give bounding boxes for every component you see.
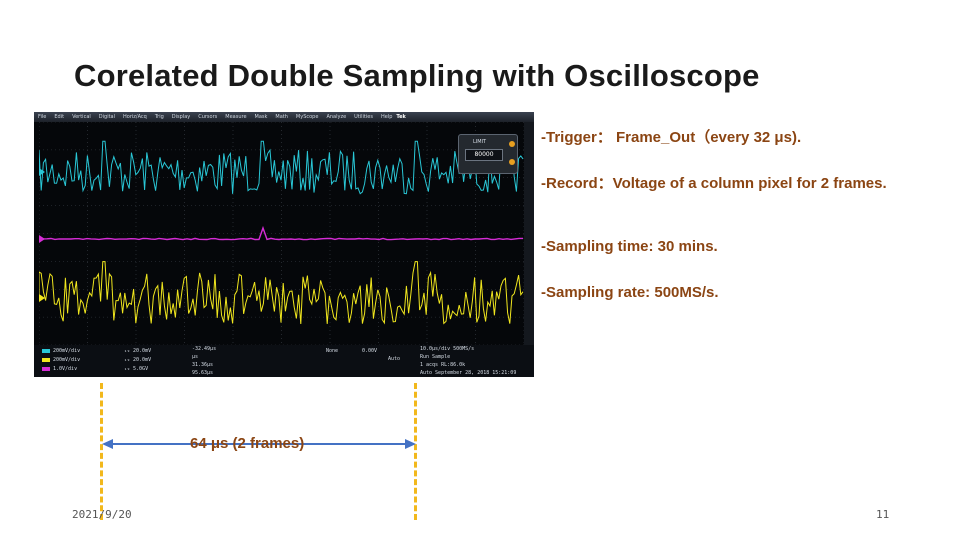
- ch2-extra: ₁₉ 20.0mV: [124, 348, 152, 354]
- scope-menu-item[interactable]: Utilities: [354, 114, 373, 120]
- ch1-waveform: [39, 261, 524, 325]
- slide-date: 2021/9/20: [72, 508, 132, 521]
- ch2-waveform: [39, 140, 524, 195]
- timestamp: Auto September 28, 2018 15:21:09: [420, 370, 517, 376]
- scope-menu-item[interactable]: Vertical: [72, 114, 91, 120]
- scope-menu-bar: File Edit Vertical Digital Horiz/Acq Tri…: [34, 112, 534, 122]
- scope-menu-item[interactable]: Mask: [254, 114, 268, 120]
- span-label: 64 μs (2 frames): [190, 435, 305, 452]
- ch1-extra: ₁₉ 20.0mV: [124, 357, 152, 363]
- scope-menu-item[interactable]: Help: [380, 114, 393, 120]
- ch3-extra: ₁₉ 5.0GV: [124, 366, 149, 372]
- ch2-readout[interactable]: 200mV/div: [42, 348, 80, 354]
- scope-menu-item[interactable]: File: [38, 114, 47, 120]
- limit-popup[interactable]: LIMIT 80000: [458, 134, 518, 174]
- ch3-scale: 1.0V/div: [53, 366, 78, 372]
- frame-end-line: [414, 383, 417, 520]
- scope-menu-item[interactable]: Cursors: [198, 114, 218, 120]
- horizontal-scale: 10.0μs/div 500MS/s: [420, 346, 475, 352]
- ch3-color-chip: [42, 366, 50, 371]
- ch3-marker-icon[interactable]: [39, 235, 45, 243]
- frame-start-line: [100, 383, 103, 520]
- cursor-readout-3: 31.36μs: [192, 362, 214, 368]
- scope-menu-item[interactable]: Display: [171, 114, 191, 120]
- scope-menu-item[interactable]: Analyze: [326, 114, 347, 120]
- cursor-readout-2: μs: [192, 354, 199, 360]
- span-arrow-icon: [102, 439, 416, 449]
- bullet-record: -Record：Voltage of a column pixel for 2 …: [541, 175, 887, 192]
- ch1-scale: 200mV/div: [53, 357, 81, 363]
- trigger-level: 0.00V: [362, 348, 378, 354]
- trigger-source: None: [326, 348, 339, 354]
- scope-menu-item[interactable]: Trig: [154, 114, 164, 120]
- popup-value[interactable]: 80000: [465, 149, 503, 161]
- acquisition-mode: Run Sample: [420, 354, 451, 360]
- scope-right-panel: [524, 122, 534, 345]
- tek-logo: Tek: [396, 114, 406, 120]
- ch2-color-chip: [42, 348, 50, 353]
- cursor-readout-4: 95.63μs: [192, 370, 214, 376]
- scope-menu-item[interactable]: Digital: [98, 114, 115, 120]
- cursor-readout-1: -32.49μs: [192, 346, 217, 352]
- scope-menu-item[interactable]: Measure: [225, 114, 247, 120]
- ch1-marker-icon[interactable]: [39, 294, 45, 302]
- popup-label: LIMIT: [473, 139, 487, 145]
- trigger-mode: Auto: [388, 356, 401, 362]
- knob-a-icon[interactable]: [509, 141, 515, 147]
- ch3-waveform: [39, 225, 523, 241]
- scope-menu-item[interactable]: Edit: [54, 114, 65, 120]
- scope-menu-item[interactable]: Math: [275, 114, 288, 120]
- page-number: 11: [876, 508, 890, 521]
- scope-menu-item[interactable]: MyScope: [295, 114, 319, 120]
- scope-menu-item[interactable]: Horiz/Acq: [123, 114, 147, 120]
- record-length: 1 acqs RL:86.0k: [420, 362, 466, 368]
- ch1-readout[interactable]: 200mV/div: [42, 357, 80, 363]
- ch1-color-chip: [42, 357, 50, 362]
- bullet-sampling-rate: -Sampling rate: 500MS/s.: [541, 284, 719, 301]
- bullet-trigger: -Trigger： Frame_Out（every 32 μs).: [541, 129, 802, 146]
- oscilloscope-screenshot: File Edit Vertical Digital Horiz/Acq Tri…: [34, 112, 534, 377]
- slide-title: Corelated Double Sampling with Oscillosc…: [74, 58, 760, 93]
- waveform-display: [39, 122, 524, 345]
- bullet-sampling-time: -Sampling time: 30 mins.: [541, 238, 718, 255]
- ch2-scale: 200mV/div: [53, 348, 81, 354]
- knob-b-icon[interactable]: [509, 159, 515, 165]
- scope-status-bar: 200mV/div 200mV/div 1.0V/div ₁₉ 20.0mV ₁…: [34, 345, 534, 377]
- ch2-marker-icon[interactable]: [39, 168, 45, 176]
- ch3-readout[interactable]: 1.0V/div: [42, 366, 77, 372]
